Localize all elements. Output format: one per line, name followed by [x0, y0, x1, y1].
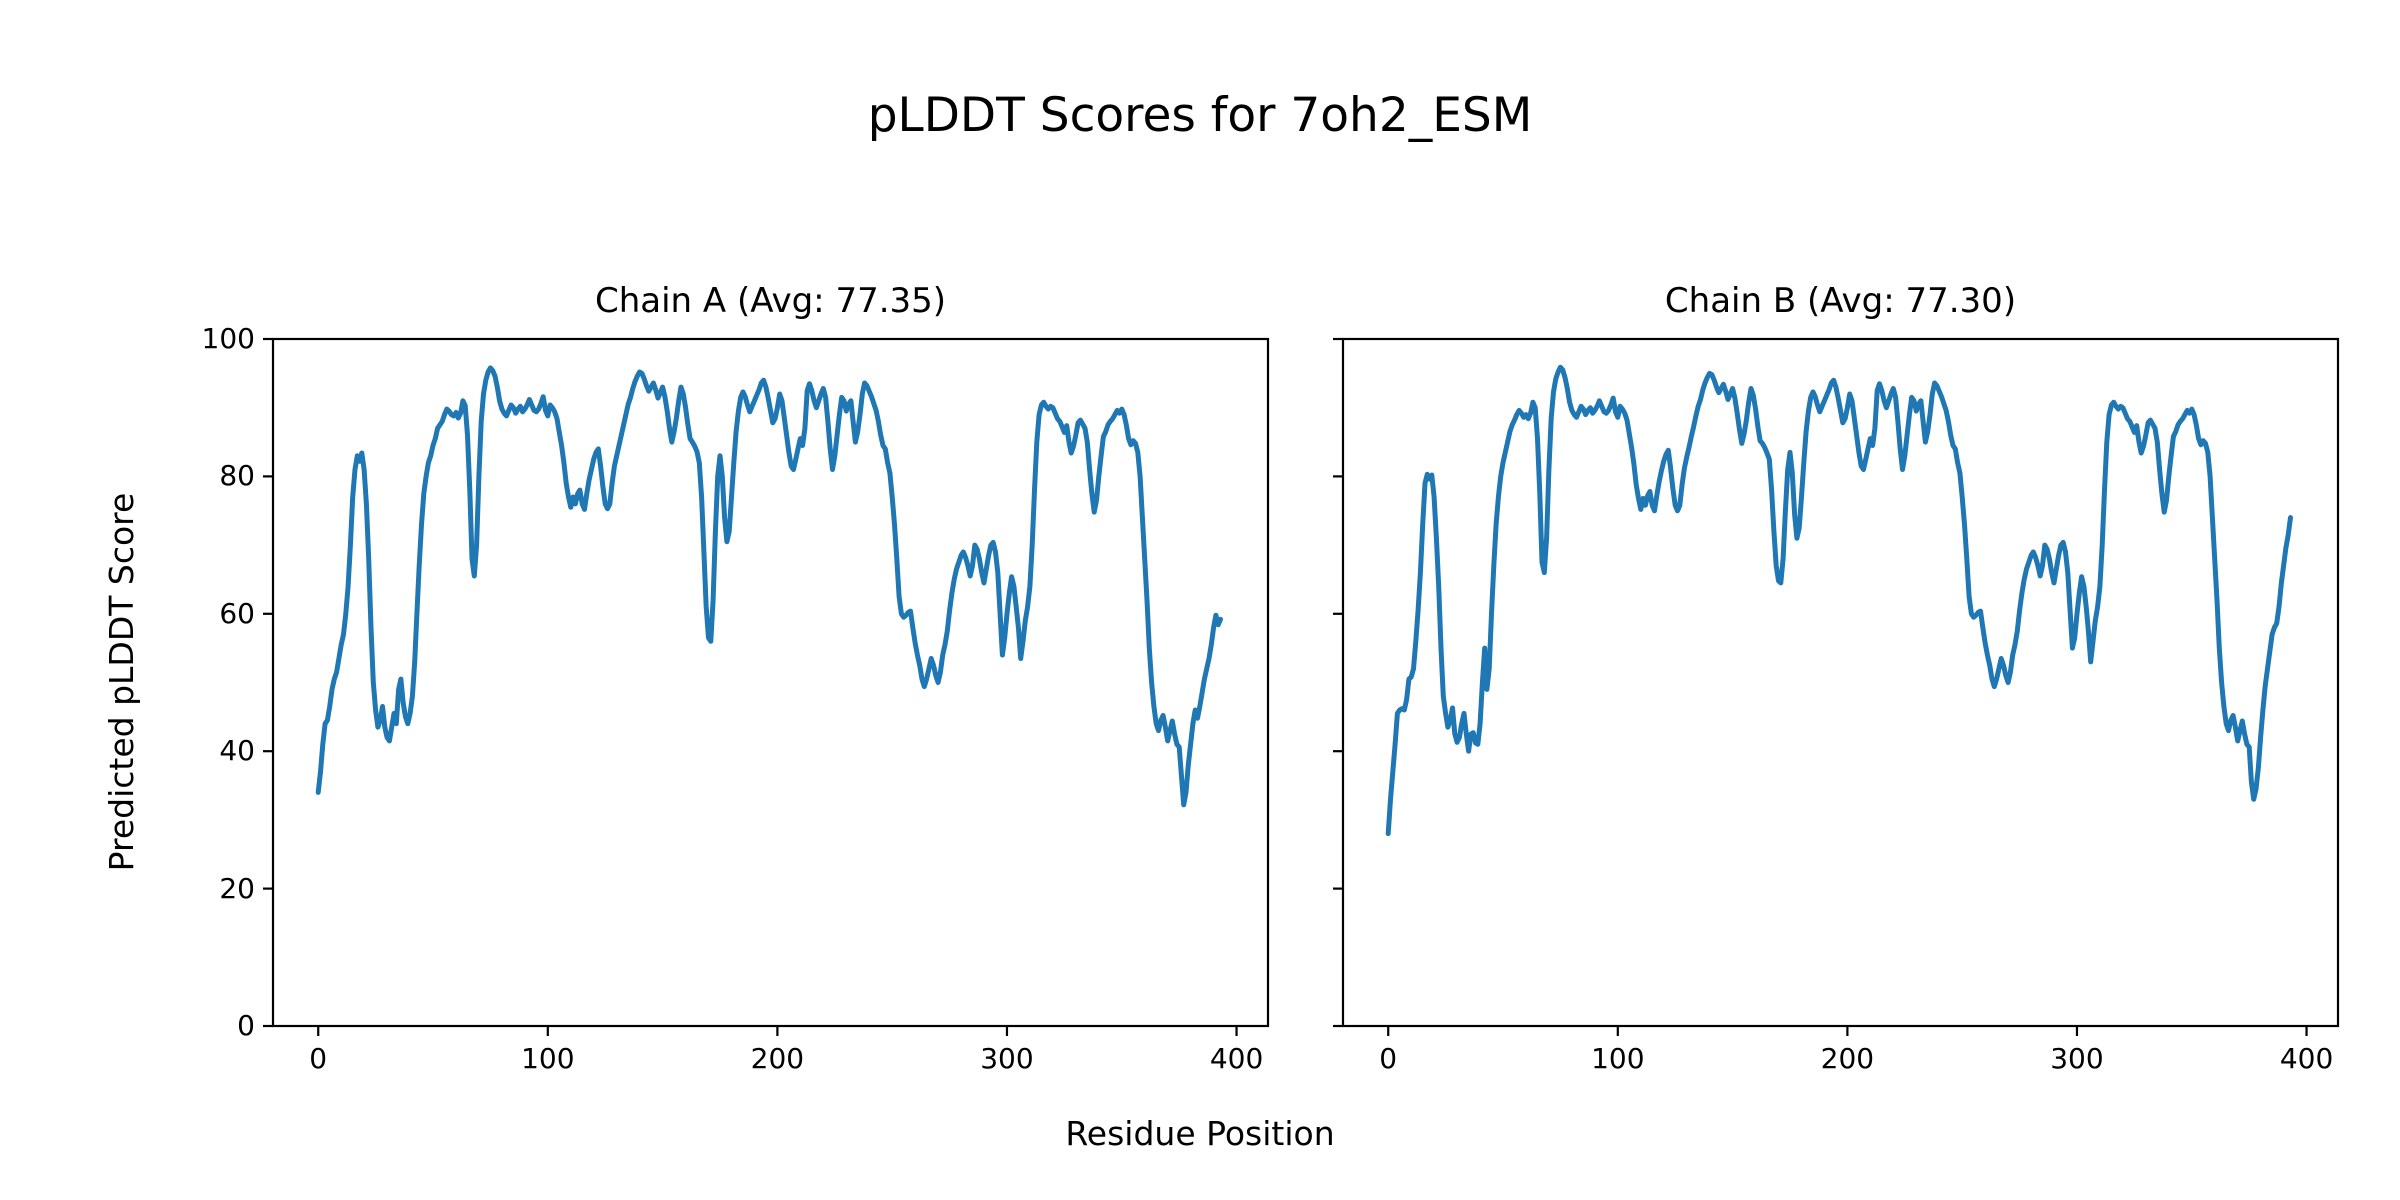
y-tick-label: 100 [201, 322, 255, 355]
chain-b-line-chart [1333, 337, 2340, 1036]
chain-a-title: Chain A (Avg: 77.35) [594, 281, 947, 321]
chain-a-line-chart [263, 337, 1270, 1036]
chain-b-title: Chain B (Avg: 77.30) [1664, 281, 2017, 321]
y-axis-label: Predicted pLDDT Score [102, 492, 141, 872]
plddt-line [1385, 364, 2293, 837]
x-axis-label: Residue Position [1065, 1114, 1335, 1153]
y-tick-label: 20 [219, 871, 255, 905]
x-tick-label: 400 [2279, 1042, 2334, 1075]
x-tick-label: 300 [980, 1042, 1034, 1075]
axes-spines [1341, 337, 2340, 1028]
x-tick-label: 100 [1591, 1042, 1645, 1075]
x-tick-label: 300 [2050, 1042, 2104, 1075]
x-tick-label: 0 [309, 1042, 328, 1075]
y-tick-label: 40 [219, 734, 255, 768]
y-tick-label: 80 [219, 459, 255, 493]
y-tick-label: 60 [219, 596, 255, 630]
x-tick-label: 400 [1209, 1042, 1264, 1075]
plddt-line [315, 365, 1223, 808]
axes-spines [271, 337, 1270, 1028]
x-tick-label: 100 [521, 1042, 575, 1075]
figure-title: pLDDT Scores for 7oh2_ESM [867, 88, 1533, 143]
y-tick-label: 0 [237, 1009, 255, 1042]
chain-a-subplot: Chain A (Avg: 77.35) 0 100 200 300 400 0 20 40 6… [202, 281, 1270, 1074]
chain-b-subplot: Chain B (Avg: 77.30) 0 100 200 300 400 [1333, 281, 2340, 1074]
x-tick-label: 200 [750, 1042, 805, 1075]
x-tick-label: 0 [1379, 1042, 1398, 1075]
x-tick-label: 200 [1820, 1042, 1875, 1075]
